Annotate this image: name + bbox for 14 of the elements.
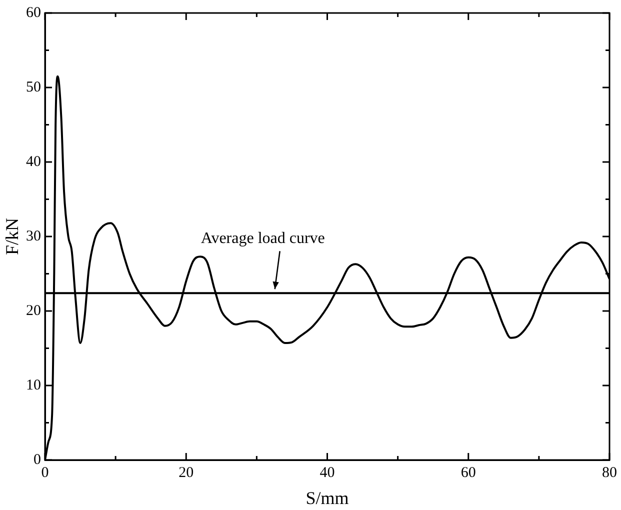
- x-tick-label: 40: [320, 464, 335, 481]
- y-tick-label: 40: [26, 154, 41, 170]
- y-tick-label: 10: [26, 377, 41, 394]
- y-axis-title: F/kN: [2, 218, 22, 256]
- annotation: Average load curve: [200, 230, 325, 248]
- x-tick-label: 80: [602, 464, 617, 481]
- y-tick-label: 20: [26, 302, 41, 319]
- x-tick-label: 20: [178, 464, 194, 481]
- y-tick-label: 50: [26, 79, 41, 96]
- y-tick-label: 0: [34, 452, 41, 468]
- y-tick-label: 60: [26, 4, 41, 21]
- x-axis-title: S/mm: [306, 488, 349, 508]
- y-tick-label: 30: [26, 228, 41, 244]
- x-tick-label: 60: [460, 464, 476, 481]
